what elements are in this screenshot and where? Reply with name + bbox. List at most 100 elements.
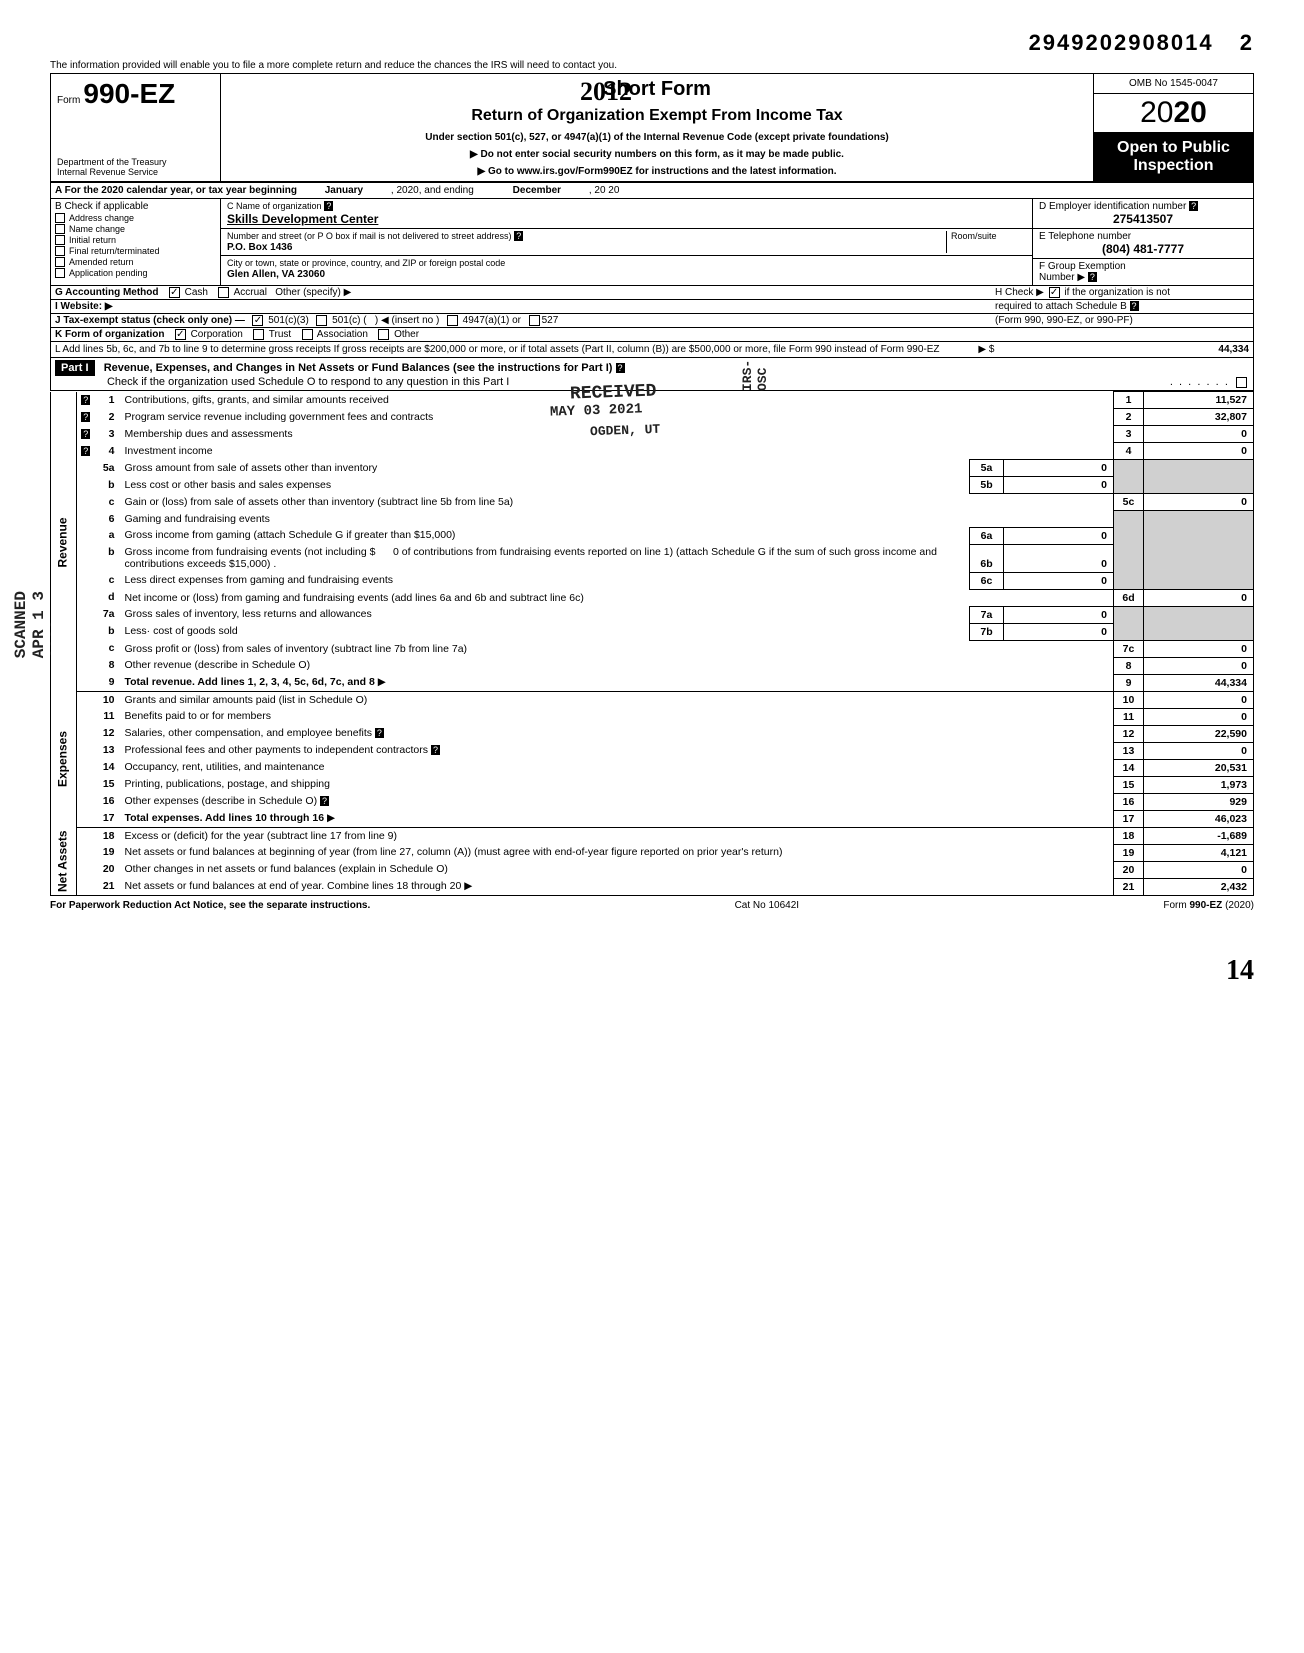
c-label: C Name of organization <box>227 201 322 211</box>
help-icon: ? <box>616 363 625 373</box>
line-6b-num: b <box>95 544 121 572</box>
h-label2: required to attach Schedule B <box>995 301 1127 312</box>
l-text: L Add lines 5b, 6c, and 7b to line 9 to … <box>55 344 940 355</box>
handwritten-year: 2012 <box>580 77 632 107</box>
line-15-desc: Printing, publications, postage, and shi… <box>125 778 330 790</box>
line-11-boxnum: 11 <box>1114 708 1144 725</box>
line-6a-desc: Gross income from gaming (attach Schedul… <box>125 529 456 541</box>
line-4-boxnum: 4 <box>1114 443 1144 460</box>
line-5b-num: b <box>95 477 121 494</box>
help-icon: ? <box>324 201 333 211</box>
part1-check-text: Check if the organization used Schedule … <box>107 376 509 388</box>
line-9-desc: Total revenue. Add lines 1, 2, 3, 4, 5c,… <box>125 676 375 688</box>
line-5c-desc: Gain or (loss) from sale of assets other… <box>125 496 514 508</box>
part1-badge: Part I <box>55 360 95 376</box>
form-number: 990-EZ <box>83 78 175 109</box>
section-expenses: Expenses <box>51 691 77 827</box>
line-13-boxnum: 13 <box>1114 742 1144 759</box>
chk-other-org[interactable] <box>378 329 389 340</box>
line-7b-desc: Less· cost of goods sold <box>125 625 238 637</box>
help-icon: ? <box>320 796 329 806</box>
lbl-other-accounting: Other (specify) ▶ <box>275 287 351 298</box>
line-6c-inval: 0 <box>1004 572 1114 589</box>
line-6d-num: d <box>95 589 121 606</box>
line-5a-num: 5a <box>95 460 121 477</box>
line-7c-value: 0 <box>1144 640 1254 657</box>
line-6a-inval: 0 <box>1004 527 1114 544</box>
header-left: Form 990-EZ Department of the Treasury I… <box>51 74 221 181</box>
h-label3: (Form 990, 990-EZ, or 990-PF) <box>995 315 1133 326</box>
line-7a-inval: 0 <box>1004 606 1114 623</box>
col-c-org-info: C Name of organization ? Skills Developm… <box>221 199 1033 285</box>
chk-501c3[interactable] <box>252 315 263 326</box>
line-5c-boxnum: 5c <box>1114 494 1144 511</box>
lbl-4947: 4947(a)(1) or <box>463 315 521 326</box>
chk-4947[interactable] <box>447 315 458 326</box>
line-7b-num: b <box>95 623 121 640</box>
lbl-527: 527 <box>542 315 559 326</box>
line-3-num: 3 <box>95 426 121 443</box>
line-7c-num: c <box>95 640 121 657</box>
chk-schedule-b[interactable] <box>1049 287 1060 298</box>
line-17-num: 17 <box>95 810 121 827</box>
org-name: Skills Development Center <box>227 212 378 226</box>
chk-501c[interactable] <box>316 315 327 326</box>
l-arrow: ▶ $ <box>978 344 994 355</box>
line-18-value: -1,689 <box>1144 827 1254 844</box>
chk-association[interactable] <box>302 329 313 340</box>
line-1-boxnum: 1 <box>1114 392 1144 409</box>
line-9-num: 9 <box>95 674 121 691</box>
stamp-ogden: OGDEN, UT <box>590 422 661 439</box>
d-ein-label: D Employer identification number <box>1039 201 1186 212</box>
open-public-badge: Open to Public Inspection <box>1094 133 1253 181</box>
chk-amended[interactable] <box>55 257 65 267</box>
lbl-trust: Trust <box>269 329 291 340</box>
line-1-num: 1 <box>95 392 121 409</box>
row-a-suffix: , 20 20 <box>589 185 620 196</box>
line-5c-num: c <box>95 494 121 511</box>
line-6a-innum: 6a <box>970 527 1004 544</box>
line-18-desc: Excess or (deficit) for the year (subtra… <box>125 830 398 842</box>
line-15-value: 1,973 <box>1144 776 1254 793</box>
k-label: K Form of organization <box>55 329 164 340</box>
chk-trust[interactable] <box>253 329 264 340</box>
line-20-boxnum: 20 <box>1114 861 1144 878</box>
chk-cash[interactable] <box>169 287 180 298</box>
header-middle: Short Form Return of Organization Exempt… <box>221 74 1093 181</box>
line-10-value: 0 <box>1144 691 1254 708</box>
i-website-label: I Website: ▶ <box>55 301 113 312</box>
chk-corporation[interactable] <box>175 329 186 340</box>
block-b-c-d: B Check if applicable Address change Nam… <box>50 199 1254 285</box>
line-6c-num: c <box>95 572 121 589</box>
line-15-boxnum: 15 <box>1114 776 1144 793</box>
g-label: G Accounting Method <box>55 287 159 298</box>
street-label: Number and street (or P O box if mail is… <box>227 231 511 241</box>
chk-accrual[interactable] <box>218 287 229 298</box>
line-6b-innum: 6b <box>970 544 1004 572</box>
form-header: Form 990-EZ Department of the Treasury I… <box>50 73 1254 183</box>
chk-name-change[interactable] <box>55 224 65 234</box>
lbl-app-pending: Application pending <box>69 268 148 278</box>
chk-527[interactable] <box>529 315 540 326</box>
chk-initial-return[interactable] <box>55 235 65 245</box>
chk-app-pending[interactable] <box>55 268 65 278</box>
line-5c-value: 0 <box>1144 494 1254 511</box>
lbl-address-change: Address change <box>69 213 134 223</box>
chk-final-return[interactable] <box>55 246 65 256</box>
doc-id-suffix: 2 <box>1240 30 1254 55</box>
part1-title: Revenue, Expenses, and Changes in Net As… <box>104 362 613 374</box>
line-20-num: 20 <box>95 861 121 878</box>
chk-schedule-o[interactable] <box>1236 377 1247 388</box>
help-icon: ? <box>81 412 90 422</box>
line-12-desc: Salaries, other compensation, and employ… <box>125 727 372 739</box>
line-6c-desc: Less direct expenses from gaming and fun… <box>125 574 393 586</box>
chk-address-change[interactable] <box>55 213 65 223</box>
omb-number: OMB No 1545-0047 <box>1094 74 1253 94</box>
tax-year: 2020 <box>1094 94 1253 133</box>
dept-treasury: Department of the Treasury <box>57 157 214 167</box>
line-5b-inval: 0 <box>1004 477 1114 494</box>
line-9-boxnum: 9 <box>1114 674 1144 691</box>
line-15-num: 15 <box>95 776 121 793</box>
line-2-desc: Program service revenue including govern… <box>125 411 434 423</box>
line-6-num: 6 <box>95 511 121 528</box>
